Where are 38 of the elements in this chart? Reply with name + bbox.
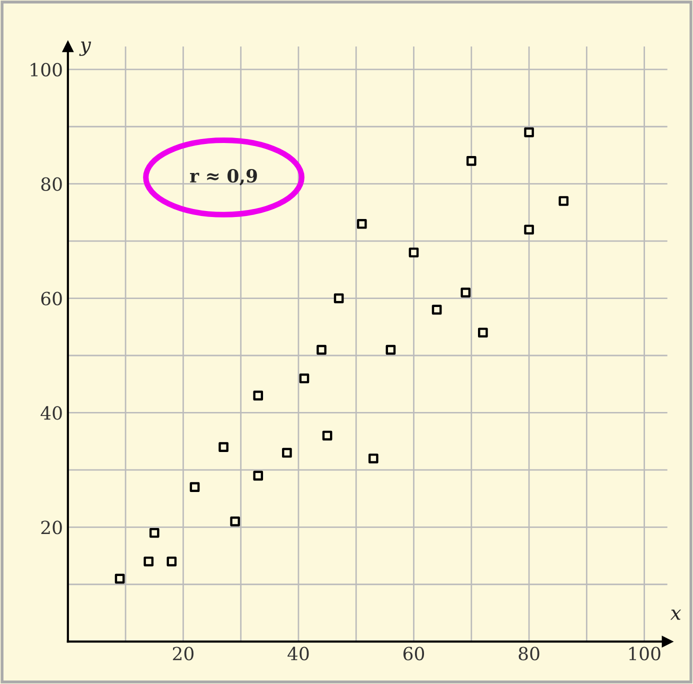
- point: [316, 344, 326, 355]
- x-tick-label: 60: [403, 646, 424, 660]
- point: [524, 127, 534, 138]
- point: [386, 344, 396, 355]
- x-tick-label: 100: [629, 646, 660, 660]
- point: [478, 328, 488, 338]
- point: [460, 288, 471, 298]
- point: [190, 482, 200, 492]
- point: [408, 248, 419, 258]
- point: [114, 574, 125, 584]
- y-tick-label: 20: [41, 520, 62, 534]
- point: [368, 454, 378, 464]
- point: [466, 156, 476, 166]
- y-tick-label: 80: [41, 177, 62, 191]
- y-tick-label: 40: [40, 406, 62, 420]
- point: [299, 373, 310, 384]
- x-tick-label: 40: [288, 646, 309, 660]
- point: [524, 224, 534, 235]
- y-axis-title: y: [79, 42, 92, 56]
- x-tick-label: 20: [172, 646, 194, 660]
- point: [322, 430, 332, 441]
- point: [253, 470, 264, 481]
- point: [356, 218, 367, 229]
- point: [144, 556, 154, 566]
- y-tick-label: 60: [41, 292, 62, 306]
- point: [558, 196, 569, 206]
- point: [432, 304, 442, 315]
- x-axis-title: x: [670, 610, 682, 620]
- point: [166, 556, 177, 566]
- y-tick-label: 100: [30, 62, 62, 77]
- point: [230, 516, 240, 526]
- point: [282, 448, 292, 458]
- annotation: r ≈ 0,9: [190, 169, 257, 186]
- point: [149, 528, 160, 538]
- point: [253, 390, 264, 400]
- point: [218, 442, 228, 452]
- x-tick-label: 80: [518, 646, 540, 660]
- point: [334, 293, 344, 304]
